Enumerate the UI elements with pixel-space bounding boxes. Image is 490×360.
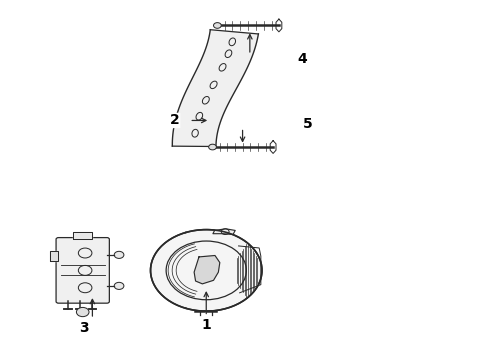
- Polygon shape: [73, 231, 93, 239]
- Circle shape: [114, 282, 124, 289]
- Circle shape: [150, 230, 262, 311]
- Circle shape: [214, 23, 221, 28]
- Text: 2: 2: [170, 113, 180, 127]
- FancyBboxPatch shape: [56, 238, 109, 303]
- Text: 5: 5: [303, 117, 313, 131]
- Polygon shape: [172, 30, 258, 147]
- Circle shape: [76, 307, 89, 317]
- Polygon shape: [213, 229, 235, 234]
- Circle shape: [114, 251, 124, 258]
- Text: 3: 3: [79, 321, 89, 335]
- Polygon shape: [194, 256, 220, 284]
- Text: 1: 1: [201, 318, 211, 332]
- Circle shape: [209, 144, 217, 150]
- Text: 4: 4: [297, 52, 307, 66]
- Polygon shape: [50, 251, 58, 261]
